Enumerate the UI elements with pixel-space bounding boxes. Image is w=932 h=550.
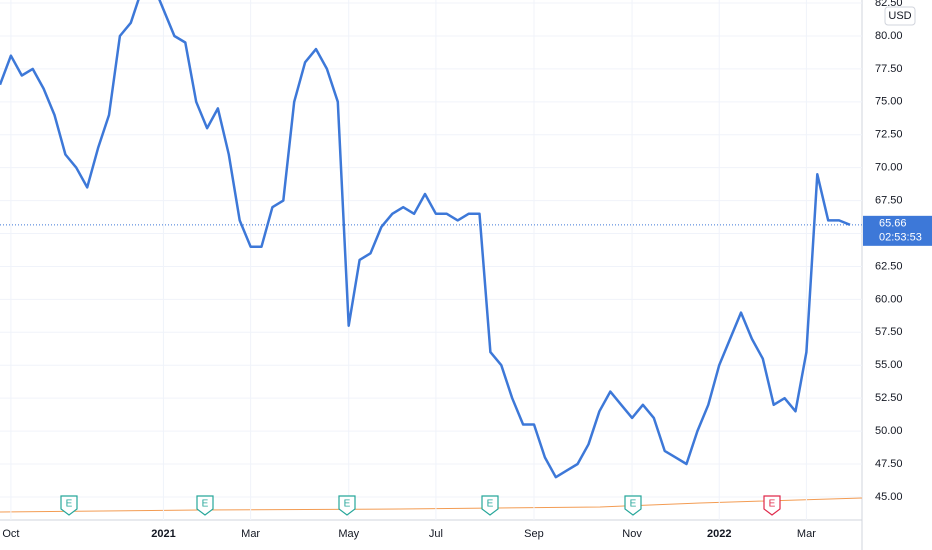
earnings-label: E — [344, 499, 351, 510]
currency-box[interactable] — [884, 6, 916, 26]
y-tick-label: 82.50 — [875, 0, 903, 9]
earnings-badge — [338, 495, 356, 516]
y-tick-label: 50.00 — [875, 425, 903, 437]
y-tick-label: 55.00 — [875, 359, 903, 371]
y-tick-label: 45.00 — [875, 491, 903, 503]
price-line — [0, 0, 851, 479]
y-tick-label: 67.50 — [875, 195, 903, 207]
x-tick-label: 2022 — [707, 528, 731, 540]
last-price-tag — [863, 215, 932, 246]
y-tick-label: 80.00 — [875, 30, 903, 42]
y-tick-label: 52.50 — [875, 392, 903, 404]
y-tick-label: 70.00 — [875, 162, 903, 174]
earnings-label: E — [769, 499, 776, 510]
y-tick-label: 57.50 — [875, 326, 903, 338]
last-price: 65.66 — [879, 218, 907, 230]
y-tick-label: 60.00 — [875, 293, 903, 305]
earnings-label: E — [630, 499, 637, 510]
x-tick-label: Mar — [797, 528, 816, 540]
earnings-badge — [196, 495, 214, 516]
earnings-label: E — [66, 499, 73, 510]
x-tick-label: Mar — [241, 528, 260, 540]
earnings-badge — [624, 495, 642, 516]
volume-ma — [0, 497, 863, 513]
earnings-badge — [763, 495, 781, 516]
currency: USD — [888, 10, 911, 22]
y-tick-label: 62.50 — [875, 260, 903, 272]
x-tick-label: Nov — [622, 528, 642, 540]
y-tick-label: 77.50 — [875, 63, 903, 75]
x-tick-label: Sep — [524, 528, 544, 540]
earnings-badge — [60, 495, 78, 516]
earnings-label: E — [487, 499, 494, 510]
y-tick-label: 47.50 — [875, 458, 903, 470]
x-tick-label: May — [338, 528, 359, 540]
countdown: 02:53:53 — [879, 232, 922, 244]
x-tick-label: Oct — [2, 528, 19, 540]
x-tick-label: 2021 — [151, 528, 175, 540]
y-tick-label: 75.00 — [875, 96, 903, 108]
y-tick-label: 72.50 — [875, 129, 903, 141]
x-tick-label: Jul — [429, 528, 443, 540]
earnings-label: E — [202, 499, 209, 510]
earnings-badge — [481, 495, 499, 516]
